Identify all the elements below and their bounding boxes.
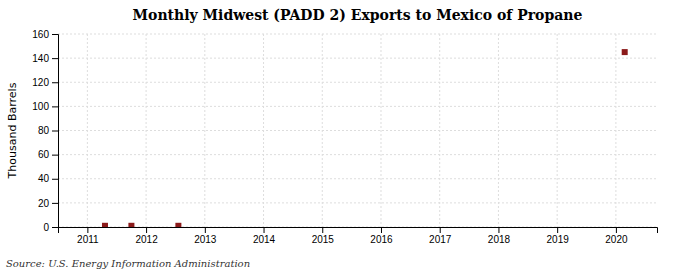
tick-label: 2012 — [135, 234, 158, 245]
grid — [58, 34, 657, 227]
tick-mark — [52, 82, 58, 83]
tick-label: 40 — [38, 173, 50, 184]
grid-line — [204, 34, 205, 227]
tick-label: 2014 — [253, 234, 276, 245]
grid-line — [557, 34, 558, 227]
tick-mark — [264, 227, 265, 233]
point — [622, 49, 628, 55]
tick-mark — [52, 34, 58, 35]
tick: 0 — [43, 222, 58, 233]
tick-label: 2018 — [488, 234, 511, 245]
tick: 2015 — [312, 227, 335, 245]
tick: 80 — [38, 125, 58, 136]
tick: 2020 — [605, 227, 628, 245]
tick-mark — [52, 179, 58, 180]
tick: 20 — [38, 198, 58, 209]
tick-label: 2020 — [605, 234, 628, 245]
tick: 2011 — [77, 227, 99, 245]
grid-line — [58, 202, 657, 203]
tick-mark — [52, 227, 58, 228]
tick: 120 — [32, 77, 58, 88]
point — [175, 223, 181, 227]
grid-line — [263, 34, 264, 227]
axis-line — [59, 228, 658, 234]
tick: 140 — [32, 53, 58, 64]
points — [102, 49, 628, 227]
tick: 60 — [38, 149, 58, 160]
grid-line — [58, 82, 657, 83]
tick: 40 — [38, 173, 58, 184]
tick-label: 2013 — [194, 234, 217, 245]
tick-mark — [146, 227, 147, 233]
tick: 100 — [32, 101, 58, 112]
x-axis: 2011 2012 2013 2014 2015 2016 2017 2018 2019 2020 — [59, 227, 658, 245]
grid-line — [322, 34, 323, 227]
tick: 2012 — [135, 227, 158, 245]
tick: 2016 — [370, 227, 393, 245]
tick-mark — [87, 227, 88, 233]
grid-line — [58, 154, 657, 155]
grid-line — [498, 34, 499, 227]
grid-line — [146, 34, 147, 227]
tick-label: 2019 — [547, 234, 570, 245]
chart: 2011201220132014201520162017201820192020… — [0, 0, 675, 275]
tick-label: 2017 — [429, 234, 452, 245]
tick-label: 160 — [32, 29, 49, 40]
tick-mark — [381, 227, 382, 233]
grid-line — [380, 34, 381, 227]
tick-label: 2015 — [312, 234, 335, 245]
tick-mark — [557, 227, 558, 233]
y-axis-label: Thousand Barrels — [6, 82, 19, 179]
grid-line — [58, 58, 657, 59]
tick-mark — [322, 227, 323, 233]
tick-mark — [205, 227, 206, 233]
y-axis: 0 20 40 60 80 100 120 140 160 — [32, 29, 58, 233]
tick-label: 100 — [32, 101, 49, 112]
tick: 2019 — [547, 227, 570, 245]
tick: 2018 — [488, 227, 511, 245]
grid-line — [439, 34, 440, 227]
tick-mark — [616, 227, 617, 233]
tick: 2014 — [253, 227, 276, 245]
tick-label: 20 — [38, 198, 50, 209]
source: Source: U.S. Energy Information Administ… — [6, 258, 250, 269]
tick-mark — [498, 227, 499, 233]
tick-label: 140 — [32, 53, 49, 64]
tick-mark — [52, 131, 58, 132]
tick: 2017 — [429, 227, 452, 245]
grid-line — [58, 106, 657, 107]
grid-line — [58, 130, 657, 131]
axis-line — [52, 35, 59, 228]
tick-label: 0 — [43, 222, 49, 233]
tick-label: 2011 — [77, 234, 99, 245]
grid-line — [58, 34, 657, 35]
point — [128, 223, 134, 227]
tick-mark — [52, 106, 58, 107]
tick-mark — [52, 203, 58, 204]
title: Monthly Midwest (PADD 2) Exports to Mexi… — [133, 7, 583, 23]
tick-label: 120 — [32, 77, 49, 88]
tick-label: 60 — [38, 149, 50, 160]
tick: 160 — [32, 29, 58, 40]
plot: 2011201220132014201520162017201820192020… — [32, 29, 657, 245]
tick: 2013 — [194, 227, 217, 245]
grid-line — [615, 34, 616, 227]
tick-mark — [440, 227, 441, 233]
tick-label: 2016 — [370, 234, 393, 245]
point — [102, 223, 108, 227]
tick-label: 80 — [38, 125, 50, 136]
grid-line — [87, 34, 88, 227]
grid-line — [58, 178, 657, 179]
tick-mark — [52, 155, 58, 156]
tick-mark — [52, 58, 58, 59]
